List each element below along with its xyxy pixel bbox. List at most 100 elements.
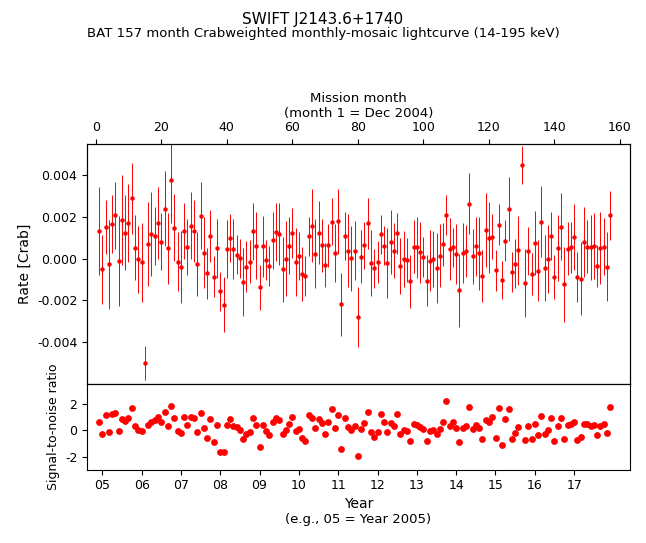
- Point: [353, 451, 363, 460]
- Point: [284, 420, 294, 428]
- Point: [530, 419, 540, 428]
- Point: [182, 420, 193, 429]
- Text: SWIFT J2143.6+1740: SWIFT J2143.6+1740: [242, 12, 404, 27]
- Y-axis label: Rate [Crab]: Rate [Crab]: [17, 224, 32, 304]
- Point: [287, 412, 298, 421]
- Point: [251, 421, 262, 430]
- Point: [520, 435, 530, 444]
- Point: [100, 411, 110, 419]
- Point: [258, 420, 268, 429]
- Point: [375, 409, 386, 418]
- Point: [114, 426, 124, 435]
- Point: [543, 426, 553, 434]
- Point: [601, 429, 612, 438]
- Point: [484, 418, 494, 427]
- Point: [320, 430, 330, 438]
- Point: [386, 419, 396, 428]
- Point: [412, 421, 422, 430]
- Point: [238, 434, 248, 443]
- Point: [481, 415, 491, 424]
- Point: [123, 414, 134, 422]
- Point: [225, 414, 235, 423]
- Point: [323, 418, 333, 426]
- Point: [402, 427, 412, 435]
- Point: [359, 418, 370, 427]
- Point: [533, 431, 543, 440]
- Point: [169, 414, 180, 422]
- Point: [333, 411, 344, 419]
- Point: [464, 402, 474, 411]
- Point: [418, 425, 428, 433]
- Point: [255, 443, 265, 451]
- Point: [399, 426, 409, 434]
- Point: [117, 414, 127, 423]
- Point: [536, 412, 547, 421]
- Point: [120, 416, 130, 425]
- Point: [572, 435, 583, 444]
- Point: [514, 422, 524, 431]
- Point: [490, 433, 501, 442]
- Point: [444, 421, 455, 430]
- Point: [549, 437, 559, 445]
- Text: (e.g., 05 = Year 2005): (e.g., 05 = Year 2005): [286, 513, 432, 526]
- Point: [242, 430, 252, 439]
- Point: [218, 448, 229, 457]
- Point: [317, 419, 327, 428]
- Point: [304, 411, 314, 419]
- Point: [291, 427, 301, 435]
- Point: [264, 431, 275, 439]
- Point: [199, 424, 209, 432]
- Point: [94, 418, 104, 426]
- Point: [103, 427, 114, 436]
- Point: [457, 423, 468, 432]
- Point: [205, 414, 216, 423]
- Point: [196, 409, 206, 418]
- Text: Year: Year: [344, 497, 373, 511]
- Point: [526, 435, 537, 444]
- Point: [448, 418, 458, 427]
- Point: [556, 413, 566, 422]
- Point: [422, 437, 432, 446]
- Point: [435, 425, 445, 433]
- Point: [274, 415, 284, 424]
- Point: [107, 410, 118, 419]
- Point: [605, 403, 616, 412]
- Point: [245, 427, 255, 436]
- Point: [179, 413, 189, 421]
- Point: [432, 430, 442, 438]
- Point: [143, 421, 153, 430]
- Point: [500, 414, 510, 423]
- Point: [343, 423, 353, 432]
- Point: [405, 437, 415, 446]
- Point: [366, 427, 376, 436]
- Point: [461, 422, 471, 431]
- Point: [277, 430, 287, 439]
- Point: [563, 421, 573, 430]
- Point: [300, 437, 311, 446]
- Point: [539, 430, 550, 438]
- Point: [392, 409, 402, 418]
- Point: [582, 420, 592, 428]
- Point: [497, 440, 507, 449]
- Point: [454, 437, 464, 446]
- Point: [166, 402, 176, 411]
- Point: [185, 413, 196, 421]
- Point: [503, 405, 514, 414]
- Point: [130, 421, 140, 430]
- Point: [408, 420, 419, 428]
- Point: [136, 427, 147, 435]
- Point: [163, 422, 173, 431]
- Point: [248, 413, 258, 422]
- Point: [592, 431, 602, 439]
- Point: [271, 414, 281, 422]
- Point: [369, 433, 379, 441]
- Point: [477, 434, 488, 443]
- Point: [231, 423, 242, 432]
- Point: [474, 424, 484, 432]
- Point: [517, 361, 527, 370]
- Point: [438, 417, 448, 426]
- Point: [202, 433, 213, 442]
- Point: [585, 421, 596, 430]
- Point: [576, 433, 586, 441]
- Point: [310, 424, 320, 433]
